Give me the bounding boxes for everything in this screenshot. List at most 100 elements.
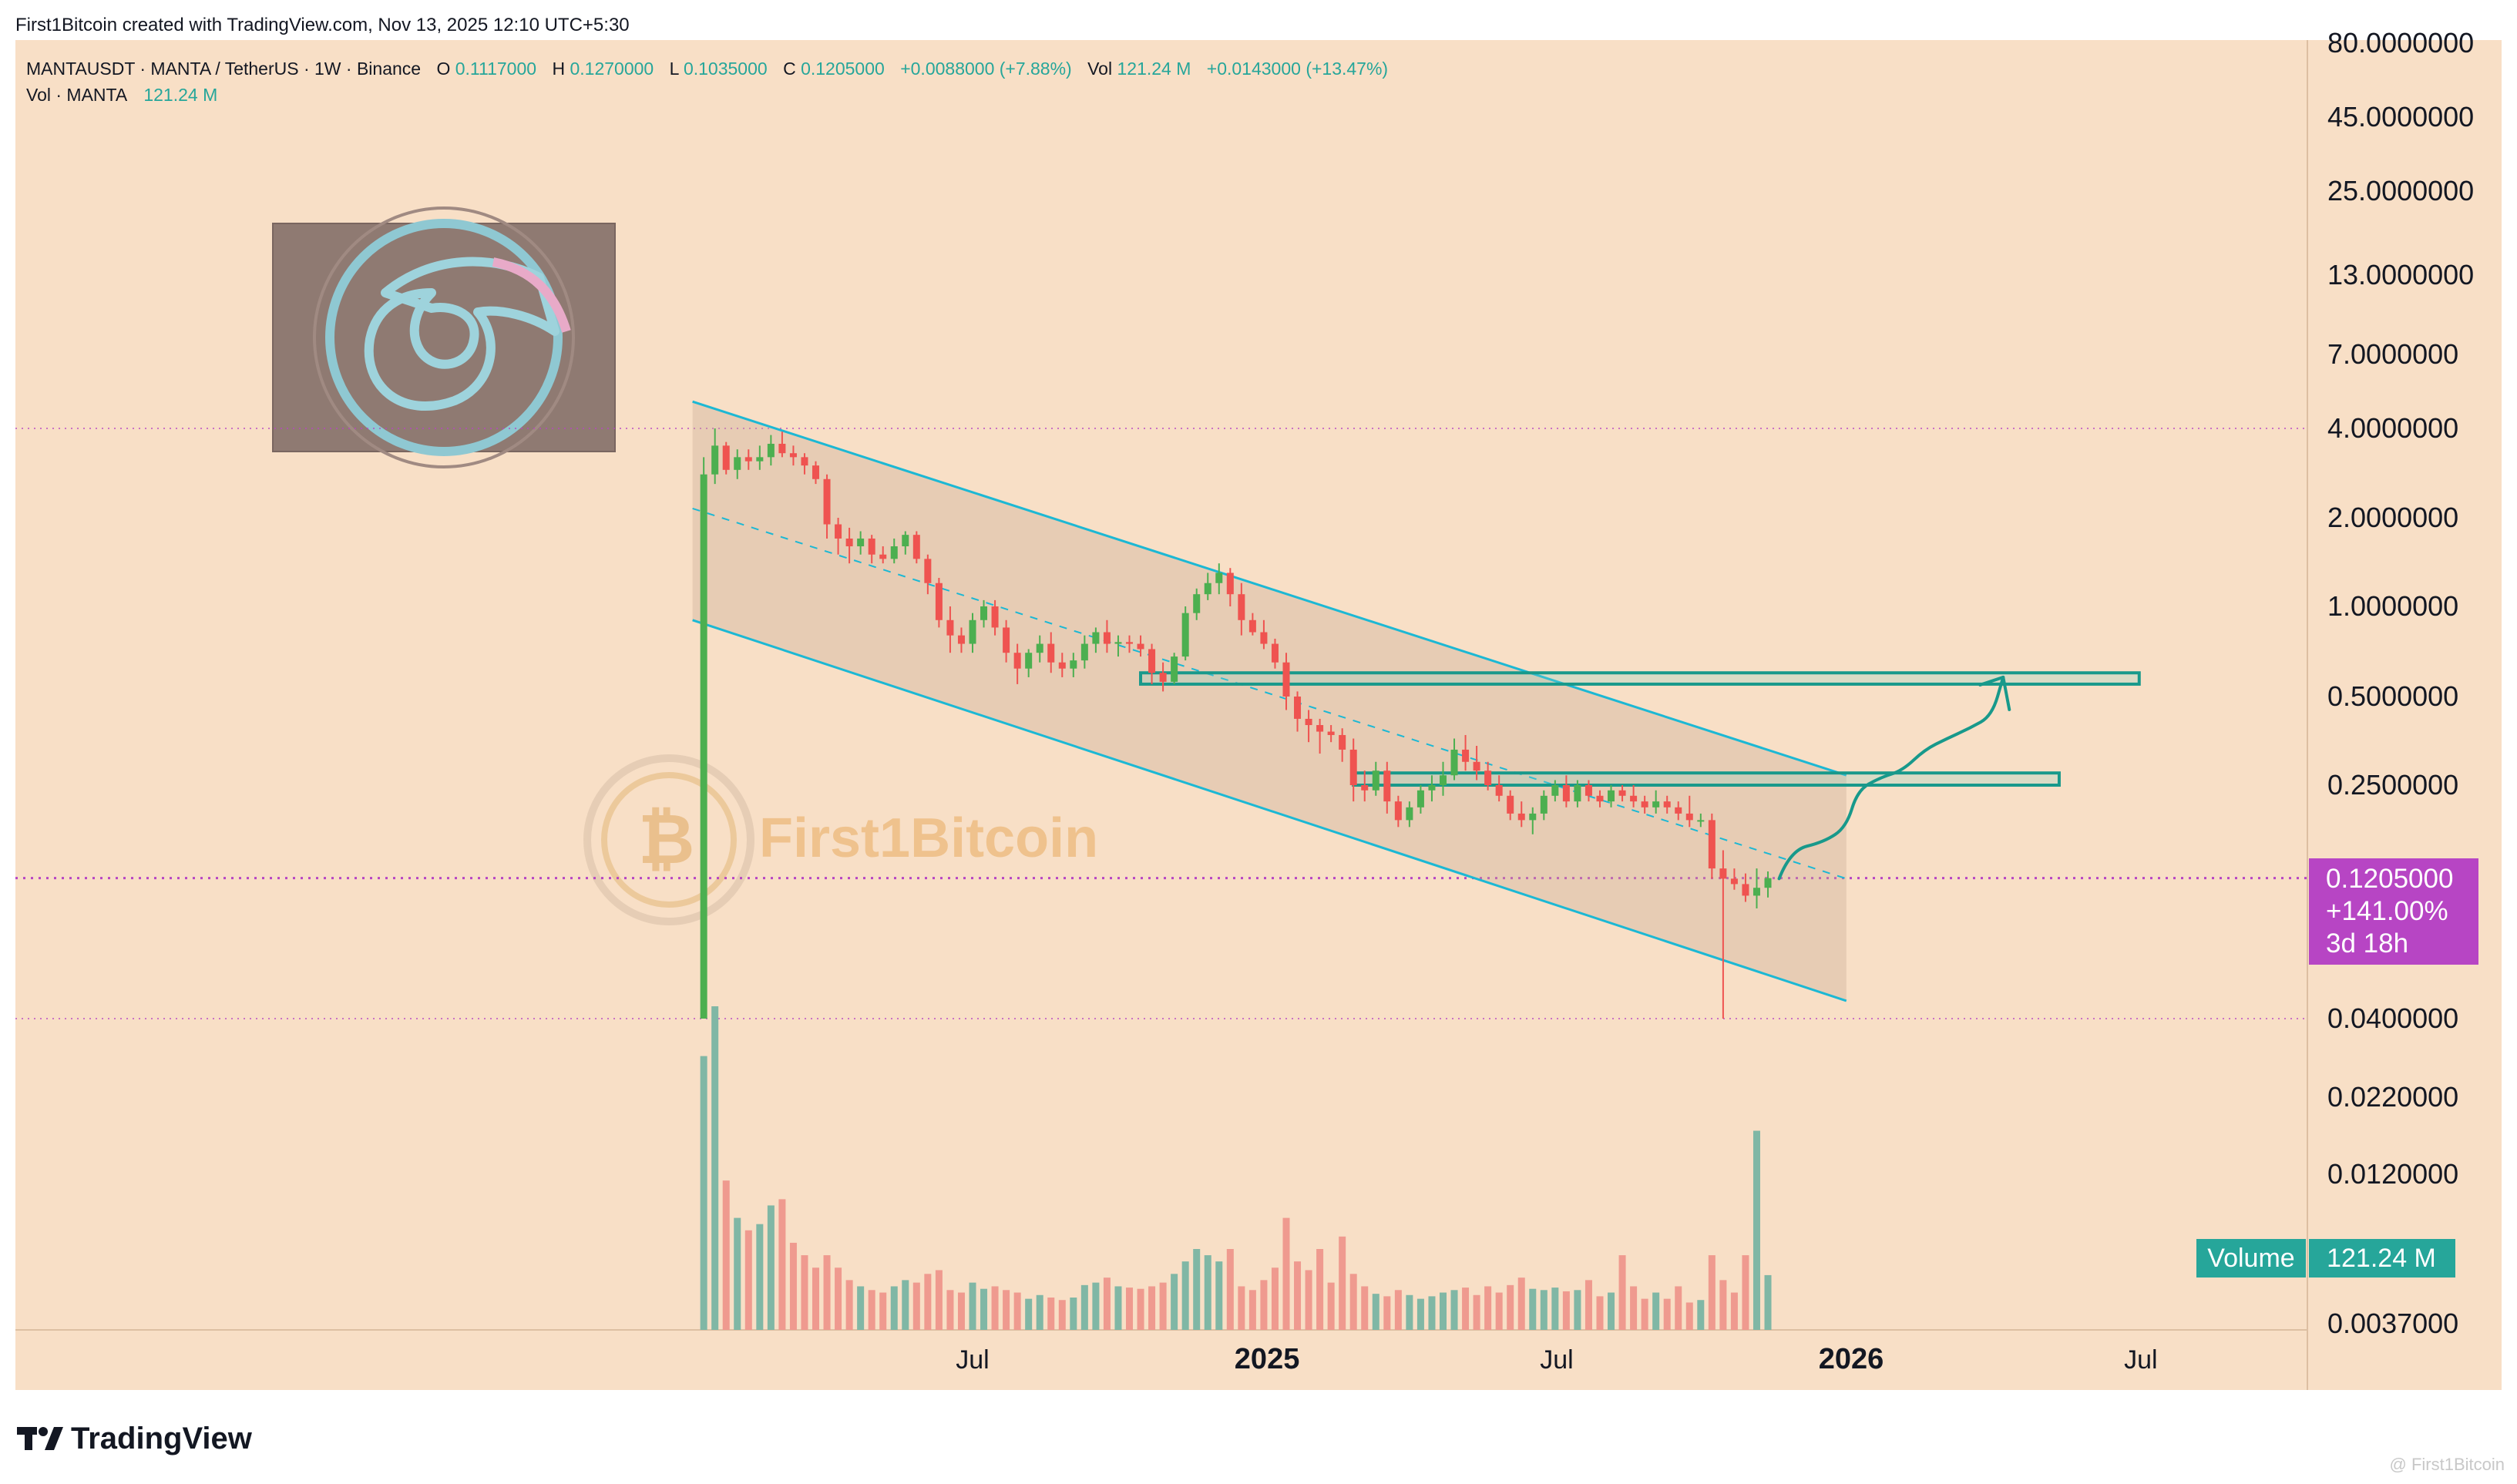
current-price-tag: 0.1205000 +141.00% 3d 18h <box>2309 858 2478 965</box>
candle-body <box>1439 775 1447 785</box>
volume-bar <box>1618 1255 1626 1330</box>
candle <box>1742 873 1749 902</box>
price-axis[interactable]: 80.0000000 45.0000000 25.0000000 13.0000000… <box>2327 27 2474 1339</box>
candle-body <box>1148 649 1156 673</box>
candle-body <box>1294 697 1302 719</box>
candle <box>1752 868 1760 908</box>
volume-bar <box>991 1286 999 1330</box>
candle <box>1103 619 1111 653</box>
candle <box>812 461 820 485</box>
candle <box>1394 795 1402 828</box>
volume-bar <box>902 1280 909 1330</box>
volume-bar <box>1171 1274 1178 1330</box>
candle-body <box>969 619 976 644</box>
candle <box>778 431 786 458</box>
volume-bar <box>1013 1292 1021 1330</box>
volume-bar <box>1752 1130 1760 1330</box>
volume-bar <box>1327 1282 1335 1330</box>
candle <box>1181 606 1189 661</box>
candle-body <box>1260 632 1268 644</box>
y-tick-label: 4.0000000 <box>2327 412 2458 444</box>
projection-arrow[interactable] <box>1777 675 2011 881</box>
candle <box>1618 785 1626 802</box>
candle-body <box>1540 795 1548 814</box>
volume-bar <box>823 1255 831 1330</box>
candle <box>1540 790 1548 821</box>
current-price-value: 0.1205000 <box>2326 864 2453 894</box>
candle-body <box>868 538 875 555</box>
volume-bar <box>1181 1261 1189 1330</box>
vol-label: Vol <box>1087 59 1112 79</box>
y-tick-label: 0.0400000 <box>2327 1002 2458 1034</box>
y-tick-label: 0.2500000 <box>2327 769 2458 801</box>
volume-bar <box>1641 1298 1648 1330</box>
volume-bar <box>1574 1290 1581 1330</box>
candle-body <box>1416 790 1424 807</box>
candle <box>1058 653 1066 677</box>
candle-body <box>1204 583 1211 595</box>
candle-body <box>1719 868 1727 879</box>
volume-bar <box>1495 1292 1503 1330</box>
candle <box>1282 653 1290 710</box>
candle-body <box>1450 749 1458 776</box>
volume-bar <box>1248 1290 1256 1330</box>
candle-body <box>1305 718 1312 726</box>
volume-bar <box>744 1230 752 1330</box>
candle <box>1327 725 1335 743</box>
candle <box>1305 710 1312 743</box>
volume-bar <box>1305 1270 1312 1330</box>
candle <box>912 531 920 564</box>
high-label: H <box>552 59 565 79</box>
symbol-name[interactable]: MANTAUSDT · MANTA / TetherUS · 1W · Bina… <box>26 59 421 79</box>
candle <box>890 538 898 564</box>
candle <box>1070 653 1077 677</box>
candle-body <box>879 554 887 559</box>
volume-bar <box>912 1282 920 1330</box>
volume-bar <box>1730 1292 1738 1330</box>
tradingview-logo[interactable]: TradingView <box>17 1422 253 1455</box>
volume-bar <box>1484 1286 1492 1330</box>
candle <box>1663 795 1671 814</box>
volume-bars <box>700 1006 1772 1330</box>
candle-body <box>946 619 954 636</box>
candle-body <box>957 635 965 644</box>
x-tick-label: Jul <box>2124 1345 2157 1375</box>
vol-change-value: +0.0143000 (+13.47%) <box>1207 59 1388 79</box>
symbol-legend[interactable]: MANTAUSDT · MANTA / TetherUS · 1W · Bina… <box>26 59 1388 105</box>
candle-body <box>1630 795 1638 802</box>
candle-body <box>801 457 808 466</box>
candle-body <box>1282 662 1290 697</box>
candle-body <box>924 559 932 583</box>
candle-body <box>700 474 707 1019</box>
candle <box>1339 728 1346 762</box>
volume-bar <box>1137 1288 1144 1330</box>
candle <box>700 457 707 1019</box>
watermark-text: First1Bitcoin <box>759 807 1098 869</box>
candle-body <box>756 457 764 462</box>
candle-body <box>1663 801 1671 807</box>
projection-path <box>1777 675 2005 881</box>
volume-bar <box>1003 1290 1010 1330</box>
volume-bar <box>1058 1300 1066 1330</box>
candle <box>1574 780 1581 807</box>
candle <box>857 531 865 555</box>
candle-body <box>1584 785 1592 796</box>
candle <box>1226 568 1234 606</box>
volume-bar <box>1159 1282 1167 1330</box>
descending-channel[interactable] <box>692 400 1847 1002</box>
candle-body <box>1730 878 1738 885</box>
candle <box>1641 795 1648 814</box>
volume-bar <box>835 1267 842 1330</box>
volume-bar <box>1450 1290 1458 1330</box>
volume-indicator-label[interactable]: Vol · MANTA <box>26 85 128 105</box>
candle <box>1349 738 1357 802</box>
candle <box>1685 795 1693 828</box>
candle <box>1114 635 1122 657</box>
candle <box>1608 785 1615 807</box>
candle <box>801 453 808 475</box>
candle <box>991 599 999 636</box>
candle <box>1148 643 1156 684</box>
volume-bar <box>1226 1249 1234 1330</box>
time-axis[interactable]: Jul 2025 Jul 2026 Jul <box>956 1343 2157 1375</box>
